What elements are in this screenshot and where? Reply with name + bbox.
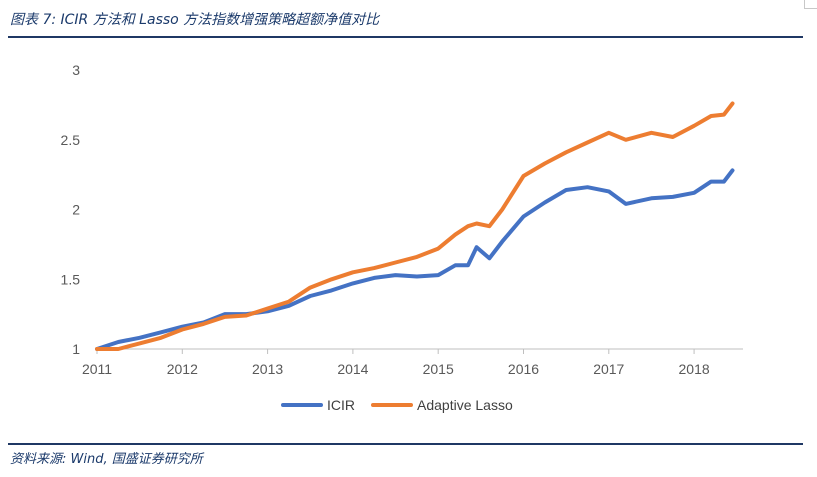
- x-tick-label: 2017: [593, 361, 624, 377]
- top-rule: [8, 36, 803, 38]
- series-line-icir: [95, 168, 735, 351]
- x-tick-label: 2018: [679, 361, 710, 377]
- y-tick-label: 1: [72, 341, 80, 357]
- series-line-adaptive-lasso: [95, 101, 735, 351]
- chart: 1 1.5 2 2.5 3 2011 2012 2013 2014 2015 2016 2017 201…: [61, 62, 743, 413]
- y-tick-label: 2: [72, 202, 80, 218]
- source-note: 资料来源: Wind, 国盛证券研究所: [10, 452, 203, 467]
- x-tick-label: 2012: [167, 361, 198, 377]
- bottom-rule: [8, 443, 803, 445]
- x-tick-label: 2016: [508, 361, 539, 377]
- corner-mark: [804, 0, 817, 9]
- legend-label: Adaptive Lasso: [417, 397, 513, 413]
- figure-title: 图表 7: ICIR 方法和 Lasso 方法指数增强策略超额净值对比: [10, 12, 380, 28]
- x-tick-label: 2013: [252, 361, 283, 377]
- x-tick-label: 2014: [337, 361, 368, 377]
- y-tick-label: 2.5: [61, 132, 81, 148]
- x-tick-label: 2015: [423, 361, 454, 377]
- y-tick-label: 3: [72, 62, 80, 78]
- y-tick-label: 1.5: [61, 271, 81, 287]
- legend-label: ICIR: [327, 397, 355, 413]
- x-tick-label: 2011: [82, 361, 112, 377]
